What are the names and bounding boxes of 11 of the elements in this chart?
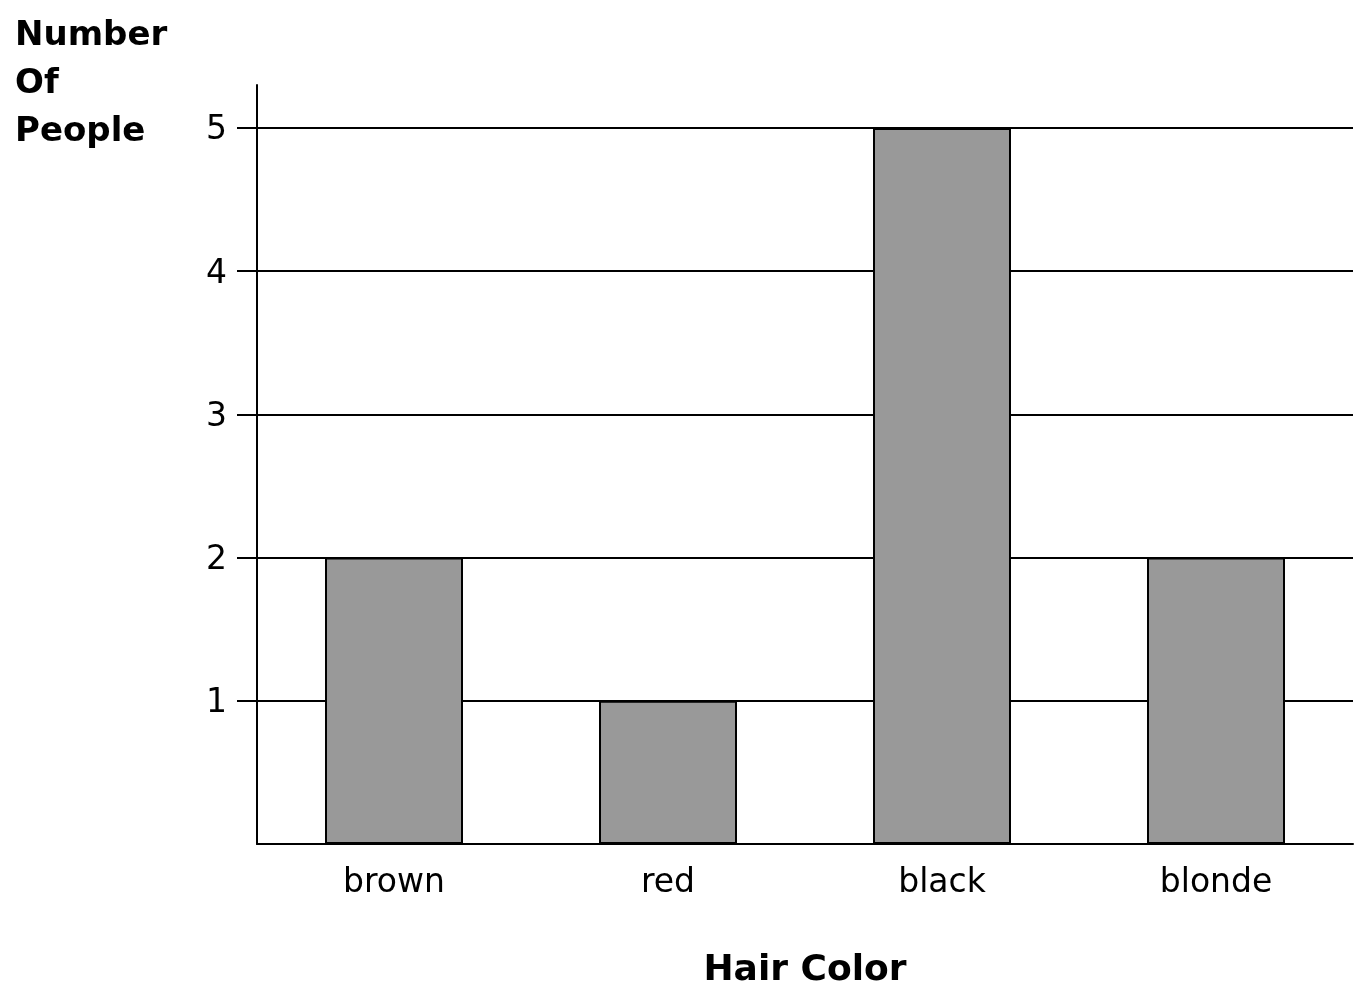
y-tick-label: 5	[206, 108, 227, 148]
y-tick-label: 3	[206, 394, 227, 434]
y-tick-label: 4	[206, 251, 227, 291]
y-axis-title: Number Of People	[15, 13, 180, 149]
x-tick-label: brown	[343, 861, 445, 900]
x-tick-label: red	[640, 861, 696, 900]
x-axis-title: Hair Color	[703, 946, 907, 988]
x-tick-label: blonde	[1159, 861, 1273, 900]
x-tick-label: black	[898, 861, 987, 900]
y-tick-label: 1	[206, 681, 227, 721]
y-tick-label: 2	[206, 538, 227, 578]
